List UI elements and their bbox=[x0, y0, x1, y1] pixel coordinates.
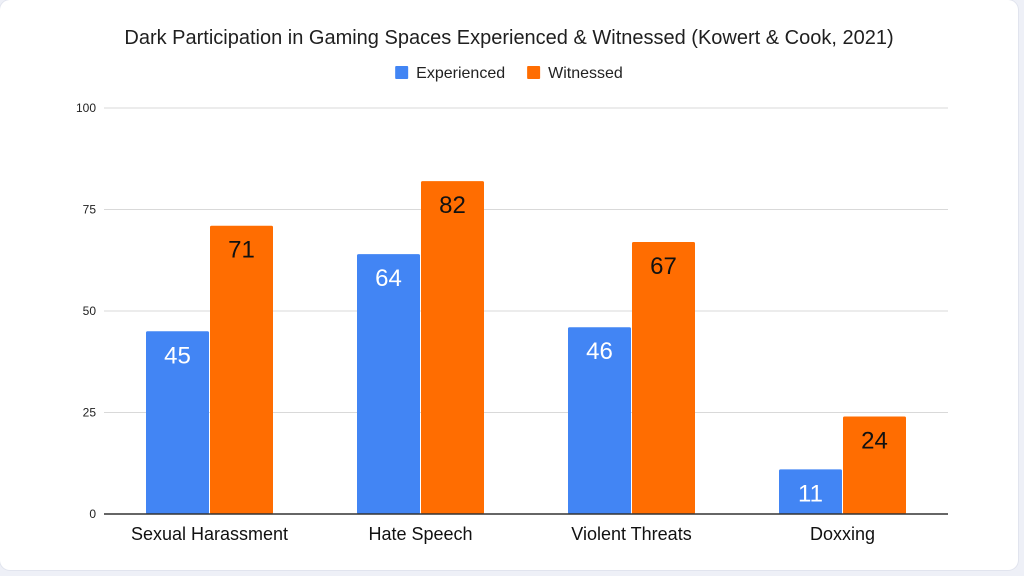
legend-item-experienced: Experienced bbox=[395, 65, 505, 82]
x-tick-sexual-harassment: Sexual Harassment bbox=[131, 524, 288, 544]
bar-witnessed-hate-speech bbox=[421, 181, 484, 514]
bar-experienced-sexual-harassment bbox=[146, 331, 209, 514]
bar-witnessed-doxxing bbox=[843, 416, 906, 514]
x-tick-hate-speech: Hate Speech bbox=[368, 524, 472, 544]
y-tick-0: 0 bbox=[89, 507, 96, 521]
y-tick-75: 75 bbox=[83, 203, 97, 217]
bar-witnessed-sexual-harassment bbox=[210, 225, 273, 515]
bar-experienced-violent-threats bbox=[568, 327, 631, 514]
data-label-experienced-doxxing: 11 bbox=[798, 480, 823, 507]
y-axis-ticks: 0 25 50 75 100 bbox=[76, 101, 96, 521]
bar-experienced-doxxing bbox=[779, 469, 842, 514]
legend-item-witnessed: Witnessed bbox=[527, 65, 623, 82]
data-label-witnessed-hate-speech: 82 bbox=[439, 192, 466, 219]
data-label-experienced-sexual-harassment: 45 bbox=[164, 342, 191, 369]
legend-label-experienced: Experienced bbox=[416, 65, 505, 82]
y-tick-50: 50 bbox=[83, 304, 97, 318]
legend-label-witnessed: Witnessed bbox=[548, 65, 623, 82]
bar-experienced-hate-speech bbox=[357, 254, 420, 514]
data-label-witnessed-sexual-harassment: 71 bbox=[228, 237, 255, 264]
chart-title: Dark Participation in Gaming Spaces Expe… bbox=[124, 27, 893, 49]
data-label-experienced-violent-threats: 46 bbox=[586, 338, 613, 365]
data-label-witnessed-doxxing: 24 bbox=[861, 428, 888, 455]
y-tick-100: 100 bbox=[76, 101, 96, 115]
data-label-experienced-hate-speech: 64 bbox=[375, 265, 402, 292]
data-labels: 45 71 64 82 46 67 11 24 bbox=[164, 192, 888, 507]
legend-swatch-experienced bbox=[395, 66, 409, 79]
bars bbox=[146, 181, 906, 515]
data-label-witnessed-violent-threats: 67 bbox=[650, 253, 677, 280]
bar-witnessed-violent-threats bbox=[632, 241, 695, 515]
legend: Experienced Witnessed bbox=[395, 65, 623, 82]
x-axis-ticks: Sexual Harassment Hate Speech Violent Thre… bbox=[131, 524, 875, 544]
x-tick-doxxing: Doxxing bbox=[810, 524, 875, 544]
x-tick-violent-threats: Violent Threats bbox=[571, 524, 691, 544]
legend-swatch-witnessed bbox=[527, 66, 541, 79]
y-tick-25: 25 bbox=[83, 406, 97, 420]
